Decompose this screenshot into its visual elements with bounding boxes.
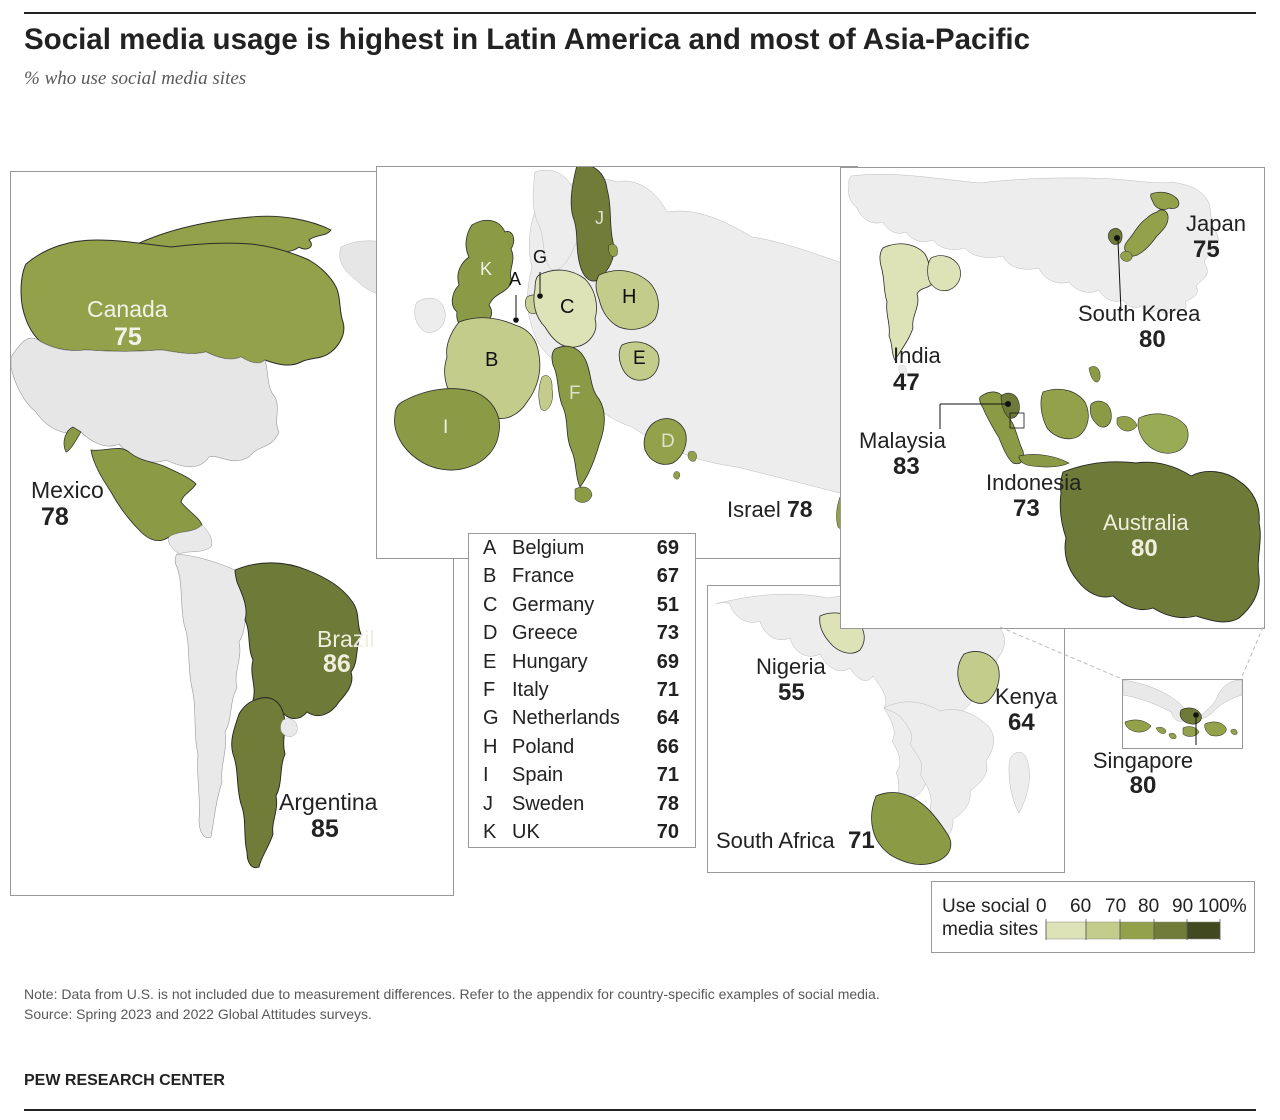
svg-text:Japan: Japan: [1186, 211, 1246, 236]
svg-text:80: 80: [1139, 326, 1166, 353]
svg-text:F: F: [569, 383, 581, 404]
svg-text:Australia: Australia: [1103, 510, 1189, 535]
svg-text:85: 85: [311, 815, 339, 843]
svg-text:Nigeria: Nigeria: [756, 654, 826, 679]
svg-text:Canada: Canada: [87, 296, 168, 322]
svg-text:Mexico: Mexico: [31, 477, 104, 503]
svg-text:90: 90: [1172, 896, 1193, 917]
svg-text:J: J: [595, 208, 604, 228]
svg-text:media sites: media sites: [942, 919, 1038, 940]
svg-text:Use social: Use social: [942, 896, 1030, 917]
svg-text:C: C: [560, 296, 574, 318]
svg-text:75: 75: [114, 323, 142, 351]
svg-text:Indonesia: Indonesia: [986, 470, 1082, 495]
svg-text:0: 0: [1036, 896, 1047, 917]
svg-text:47: 47: [893, 369, 920, 396]
svg-text:78: 78: [787, 496, 813, 522]
svg-text:Argentina: Argentina: [279, 789, 378, 815]
svg-text:K: K: [480, 259, 492, 279]
svg-text:Israel: Israel: [727, 497, 781, 522]
svg-text:64: 64: [1008, 709, 1035, 736]
svg-text:Kenya: Kenya: [995, 684, 1058, 709]
svg-text:86: 86: [323, 650, 351, 678]
svg-text:G: G: [533, 247, 547, 267]
svg-text:55: 55: [778, 679, 805, 706]
svg-text:70: 70: [1105, 896, 1126, 917]
svg-text:H: H: [622, 286, 636, 308]
svg-text:D: D: [661, 431, 675, 452]
svg-text:80: 80: [1131, 535, 1158, 562]
svg-text:83: 83: [893, 453, 920, 480]
svg-text:71: 71: [848, 827, 875, 854]
svg-text:80: 80: [1138, 896, 1159, 917]
svg-text:100%: 100%: [1198, 896, 1247, 917]
svg-text:75: 75: [1193, 236, 1220, 263]
svg-text:73: 73: [1013, 495, 1040, 522]
svg-text:B: B: [485, 349, 498, 371]
svg-text:I: I: [443, 417, 448, 438]
svg-text:78: 78: [41, 503, 69, 531]
svg-text:E: E: [633, 348, 646, 369]
svg-text:South Africa: South Africa: [716, 828, 835, 853]
svg-text:A: A: [509, 269, 521, 289]
svg-text:India: India: [893, 343, 941, 368]
svg-text:Brazil: Brazil: [317, 626, 375, 652]
svg-text:South Korea: South Korea: [1078, 301, 1201, 326]
svg-text:Malaysia: Malaysia: [859, 428, 947, 453]
svg-text:60: 60: [1070, 896, 1091, 917]
